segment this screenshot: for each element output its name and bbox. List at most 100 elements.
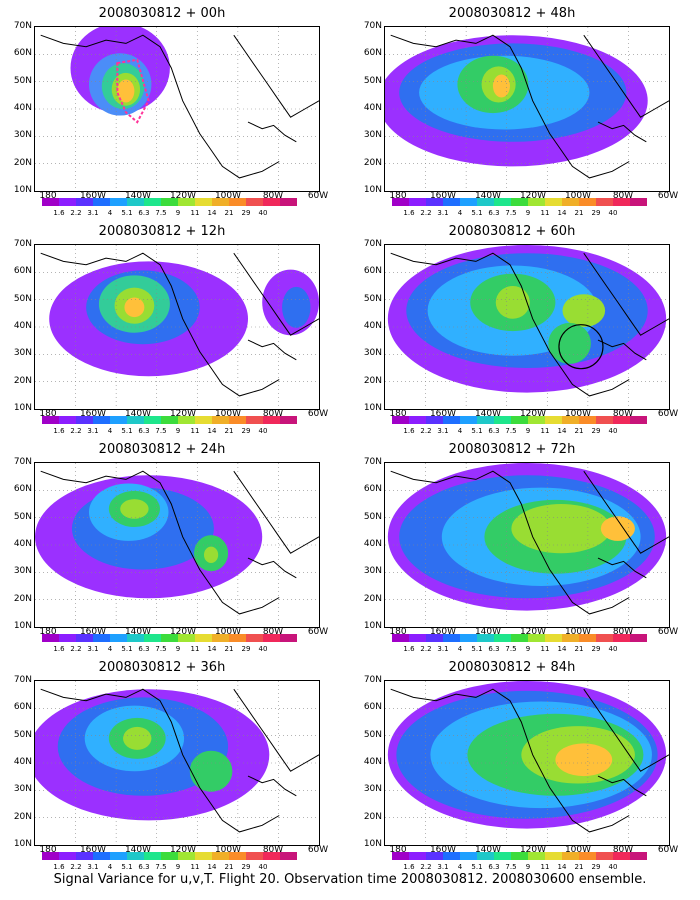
colorbar-swatch: [426, 634, 443, 642]
lat-tick-label: 40N: [13, 539, 32, 549]
variance-contour: [124, 297, 145, 318]
colorbar-tick-label: 6.3: [488, 427, 500, 435]
colorbar: [42, 416, 297, 426]
colorbar-swatch: [630, 198, 647, 206]
lat-tick-label: 70N: [363, 457, 382, 467]
colorbar-tick-label: 9: [175, 863, 181, 871]
colorbar-tick-label: 29: [591, 427, 601, 435]
lon-tick-label: 160W: [429, 845, 457, 855]
colorbar-swatch: [178, 198, 195, 206]
colorbar-swatch: [161, 634, 178, 642]
coastline: [597, 121, 647, 143]
colorbar-tick-label: 5.1: [121, 427, 133, 435]
colorbar-swatch: [246, 198, 263, 206]
lat-tick-label: 40N: [13, 757, 32, 767]
lon-tick-label: 140W: [124, 191, 152, 201]
colorbar-tick-label: 11: [540, 863, 550, 871]
colorbar-tick-label: 21: [224, 645, 234, 653]
lon-tick-label: 100W: [214, 409, 242, 419]
lat-tick-label: 70N: [13, 675, 32, 685]
colorbar-swatch: [494, 634, 511, 642]
colorbar-swatch: [212, 198, 229, 206]
variance-map: [34, 462, 320, 628]
colorbar-swatch: [477, 198, 494, 206]
colorbar-tick-label: 40: [258, 863, 268, 871]
lat-tick-label: 50N: [13, 729, 32, 740]
coastline: [597, 339, 647, 361]
lon-tick-label: 80W: [262, 845, 284, 855]
colorbar-tick-label: 11: [190, 645, 200, 653]
colorbar-swatch: [229, 416, 246, 424]
lon-tick-label: 100W: [564, 409, 592, 419]
lat-tick-label: 70N: [13, 239, 32, 249]
colorbar-tick-label: 29: [241, 863, 251, 871]
colorbar-tick-label: 6.3: [138, 209, 150, 217]
colorbar-swatch: [409, 852, 426, 860]
lon-tick-label: 180: [389, 409, 407, 419]
coastline: [233, 34, 319, 118]
lat-tick-label: 60N: [363, 48, 382, 59]
lat-tick-label: 10N: [363, 621, 382, 631]
lat-tick-label: 30N: [13, 130, 32, 141]
lon-tick-label: 60W: [307, 191, 329, 201]
colorbar-swatch: [613, 852, 630, 860]
colorbar-swatch: [76, 634, 93, 642]
colorbar-swatch: [42, 852, 59, 860]
colorbar-swatch: [579, 852, 596, 860]
lon-tick-label: 160W: [79, 191, 107, 201]
colorbar-tick-label: 14: [557, 645, 567, 653]
colorbar-swatch: [144, 852, 161, 860]
colorbar-tick-label: 9: [525, 645, 531, 653]
colorbar: [392, 416, 647, 426]
colorbar-swatch: [392, 198, 409, 206]
colorbar-swatch: [494, 198, 511, 206]
lon-tick-label: 180: [39, 627, 57, 637]
lat-tick-label: 10N: [13, 621, 32, 631]
map-panel: 2008030812 + 00h 70N 60N 50N 40N 30N 20N 10N 180…: [2, 4, 328, 217]
variance-contour: [120, 499, 149, 519]
lat-tick-label: 70N: [13, 457, 32, 467]
colorbar-swatch: [545, 852, 562, 860]
variance-contour: [282, 286, 311, 328]
colorbar-swatch: [579, 416, 596, 424]
colorbar-swatch: [263, 416, 280, 424]
colorbar-swatch: [392, 852, 409, 860]
coastline: [233, 470, 319, 554]
colorbar: [392, 852, 647, 862]
lat-tick-label: 20N: [363, 593, 382, 604]
colorbar: [42, 634, 297, 644]
colorbar-swatch: [409, 634, 426, 642]
colorbar-swatch: [596, 852, 613, 860]
colorbar-swatch: [426, 416, 443, 424]
colorbar-tick-label: 40: [258, 209, 268, 217]
lon-tick-label: 140W: [474, 191, 502, 201]
coastline: [247, 557, 297, 579]
map-panel: 2008030812 + 36h 70N 60N 50N 40N 30N 20N 10N 180…: [2, 658, 328, 871]
colorbar-swatch: [613, 416, 630, 424]
colorbar-tick-label: 4: [457, 645, 463, 653]
colorbar-swatch: [562, 198, 579, 206]
lon-tick-label: 120W: [169, 845, 197, 855]
colorbar-swatch: [212, 634, 229, 642]
colorbar-tick-label: 6.3: [138, 427, 150, 435]
colorbar-tick-label: 2.2: [70, 863, 82, 871]
lon-tick-label: 140W: [474, 627, 502, 637]
colorbar-swatch: [280, 634, 297, 642]
variance-map: [34, 244, 320, 410]
observation-region: [116, 58, 150, 124]
lon-tick-label: 80W: [262, 627, 284, 637]
map-panel: 2008030812 + 60h 70N 60N 50N 40N 30N 20N 10N 180…: [352, 222, 678, 435]
figure-caption: Signal Variance for u,v,T. Flight 20. Ob…: [53, 872, 647, 887]
lat-tick-label: 30N: [13, 348, 32, 359]
colorbar-tick-label: 5.1: [471, 427, 483, 435]
lat-tick-label: 20N: [13, 811, 32, 822]
coastline: [583, 688, 669, 772]
lon-tick-label: 120W: [169, 409, 197, 419]
colorbar-tick-label: 4: [107, 645, 113, 653]
colorbar-swatch: [110, 634, 127, 642]
lat-tick-label: 10N: [363, 839, 382, 849]
lon-tick-label: 60W: [307, 627, 329, 637]
colorbar-swatch: [59, 852, 76, 860]
colorbar-swatch: [528, 198, 545, 206]
colorbar-tick-label: 2.2: [420, 209, 432, 217]
